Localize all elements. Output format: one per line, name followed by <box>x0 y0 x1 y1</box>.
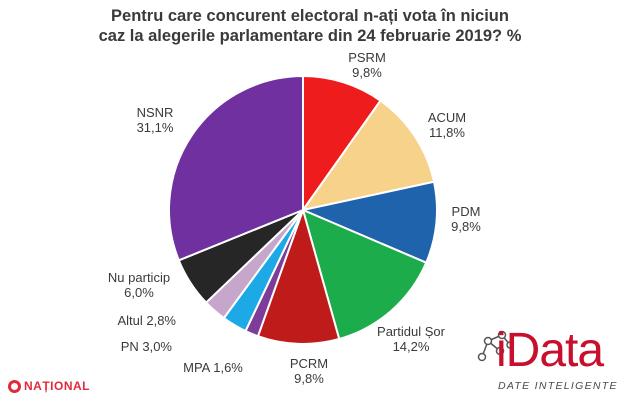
national-logo-text: NAȚIONAL <box>24 379 90 393</box>
pie-slice-acum <box>300 99 436 212</box>
idata-logo-word: iData <box>496 324 604 377</box>
slice-label-mpa: MPA 1,6% <box>183 360 243 375</box>
slice-label-nsnr: NSNR 31,1% <box>137 105 174 135</box>
national-logo: NAȚIONAL <box>8 379 90 393</box>
slice-label-partidul-or: Partidul Șor 14,2% <box>377 324 446 354</box>
chart-title-line-2: caz la alegerile parlamentare din 24 feb… <box>98 27 522 45</box>
pie-slice-pdm <box>299 180 438 265</box>
slice-label-nu-particip: Nu particip 6,0% <box>108 270 170 300</box>
chart-title: Pentru care concurent electoral n-ați vo… <box>0 6 620 46</box>
pie-slice-psrm <box>302 74 382 214</box>
slice-label-acum: ACUM 11,8% <box>428 110 466 140</box>
slice-label-psrm: PSRM 9,8% <box>348 50 386 80</box>
national-logo-icon <box>8 379 21 393</box>
pie-slice-pcrm <box>256 206 341 346</box>
idata-logo: iData DATE INTELIGENTE <box>468 321 620 401</box>
slice-label-pcrm: PCRM 9,8% <box>290 356 328 386</box>
network-icon <box>477 330 514 362</box>
slice-label-pdm: PDM 9,8% <box>451 204 481 234</box>
pie-slice-partidul-or <box>301 208 428 341</box>
slice-label-altul: Altul 2,8% <box>117 313 176 328</box>
slice-label-pn: PN 3,0% <box>121 339 173 354</box>
chart-title-line-1: Pentru care concurent electoral n-ați vo… <box>111 7 509 25</box>
pie-slice-nsnr <box>168 74 304 262</box>
idata-logo-tagline: DATE INTELIGENTE <box>498 380 618 392</box>
